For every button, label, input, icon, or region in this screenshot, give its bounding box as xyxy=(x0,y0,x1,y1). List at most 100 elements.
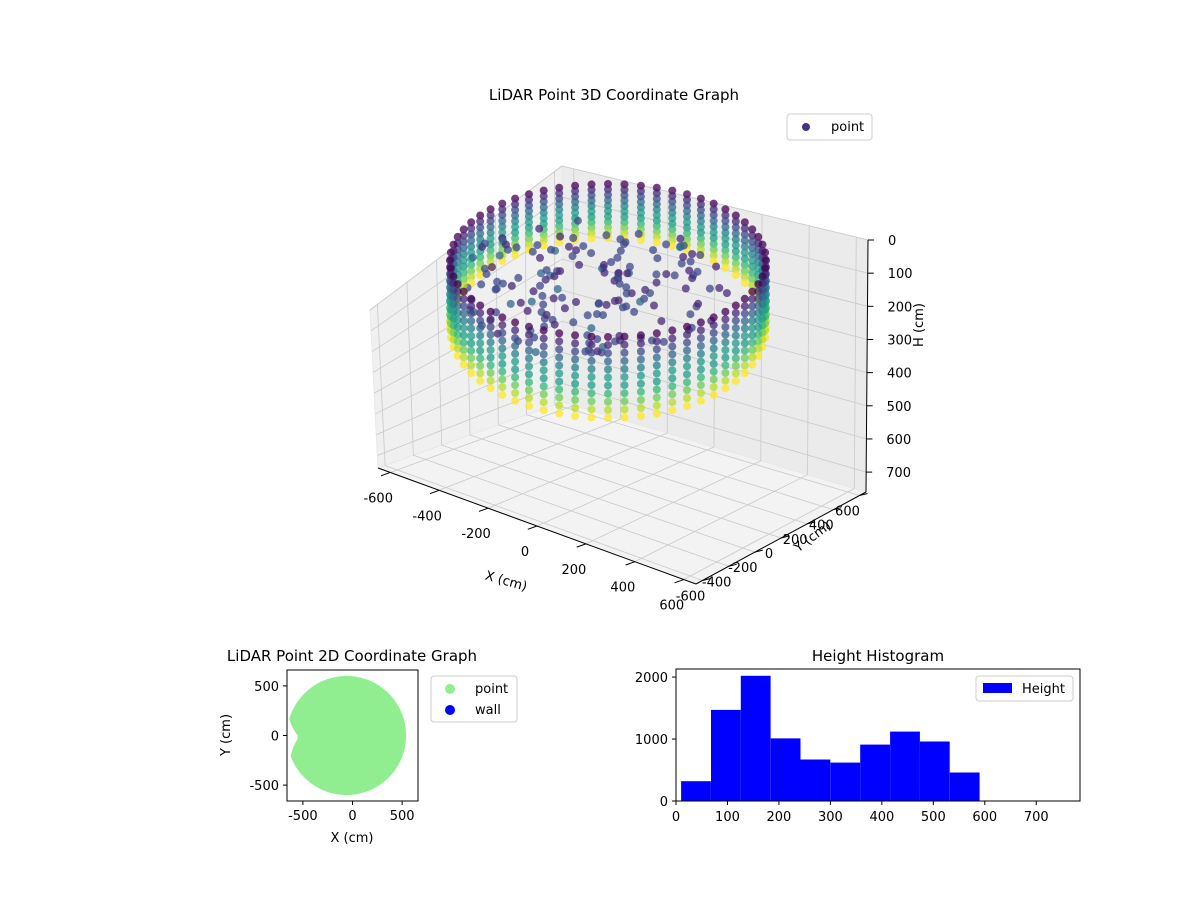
scatter-point-3d xyxy=(709,390,718,399)
scatter-point-3d xyxy=(498,199,507,208)
scatter-point-3d xyxy=(536,253,544,262)
scatter-point-3d xyxy=(748,309,757,318)
scatter-point-3d xyxy=(748,256,757,265)
scatter-point-3d xyxy=(476,331,485,340)
scatter-point-3d xyxy=(539,214,548,223)
scatter-point-3d xyxy=(616,246,625,255)
scatter-point-3d xyxy=(696,194,705,203)
scatter-point-3d xyxy=(652,278,661,287)
scatter-point-3d xyxy=(467,230,476,239)
scatter-point-3d xyxy=(748,287,757,296)
histogram-bar xyxy=(681,781,711,801)
scatter-point-3d xyxy=(498,321,507,330)
scatter-point-3d xyxy=(696,217,705,226)
scatter-point-3d xyxy=(511,396,520,405)
scatter-point-3d xyxy=(572,298,580,306)
histogram-title: Height Histogram xyxy=(812,647,944,665)
scatter-point-3d xyxy=(670,271,679,280)
scatter-point-3d xyxy=(652,345,661,354)
legend-2d-wall-marker xyxy=(445,705,455,715)
scatter-point-3d xyxy=(721,217,730,225)
scatter-point-3d xyxy=(668,334,677,343)
scatter-point-3d xyxy=(535,224,544,233)
tick-label-y-3d: 0 xyxy=(765,547,773,562)
scatter-point-3d xyxy=(525,195,533,204)
scatter-point-3d xyxy=(740,331,749,340)
scatter-point-3d xyxy=(740,272,749,281)
scatter-point-3d xyxy=(721,338,730,347)
scatter-point-3d xyxy=(652,329,661,338)
scatter-point-3d xyxy=(740,266,749,275)
scatter-point-3d xyxy=(740,218,749,227)
scatter-point-3d xyxy=(748,331,757,340)
scatter-point-3d xyxy=(754,287,763,296)
scatter-point-3d xyxy=(467,224,476,233)
scatter-point-3d xyxy=(571,192,580,201)
scatter-point-3d xyxy=(459,309,468,318)
scatter-point-3d xyxy=(491,285,500,294)
scatter-point-3d xyxy=(571,387,580,396)
scatter-point-3d xyxy=(555,377,564,386)
scatter-point-3d xyxy=(549,294,558,303)
scatter-point-3d xyxy=(527,297,536,306)
scatter-point-3d xyxy=(476,354,485,363)
scatter-point-3d xyxy=(525,401,533,410)
scatter-point-3d xyxy=(498,205,507,214)
scatter-point-3d xyxy=(495,251,504,260)
scatter-point-3d xyxy=(696,365,705,374)
scatter-point-3d xyxy=(652,409,661,418)
scatter-point-3d xyxy=(498,336,507,345)
scatter-point-3d xyxy=(467,369,476,377)
scatter-point-3d xyxy=(555,353,564,362)
scatter-point-3d xyxy=(446,264,455,273)
legend-2d-point-label: point xyxy=(475,682,508,697)
scatter-point-3d xyxy=(740,279,749,287)
scatter-point-3d xyxy=(731,309,740,317)
scatter-point-3d xyxy=(696,341,705,350)
scatter-point-3d xyxy=(467,361,476,370)
scatter-point-3d xyxy=(620,381,629,390)
scatter-point-3d xyxy=(555,222,564,230)
scatter-point-3d xyxy=(731,265,740,274)
scatter-point-3d xyxy=(709,383,718,392)
scatter-point-3d xyxy=(721,376,730,385)
scatter-point-3d xyxy=(556,232,565,241)
legend-3d: point xyxy=(786,113,873,141)
scatter-point-3d xyxy=(525,386,533,395)
scatter-point-3d xyxy=(555,401,564,410)
scatter-point-3d xyxy=(613,253,622,262)
scatter-point-3d xyxy=(459,302,468,311)
chart-histogram: Height Histogram 0 100 200 300 400 500 600 7000… xyxy=(635,647,1081,825)
tick-label-x-hist: 300 xyxy=(818,810,843,825)
histogram-bar xyxy=(800,759,831,801)
legend-histogram-frame xyxy=(975,675,1074,702)
scatter-point-3d xyxy=(571,395,580,404)
scatter-point-3d xyxy=(620,356,629,365)
scatter-point-3d xyxy=(539,358,548,367)
scatter-point-3d xyxy=(604,397,612,406)
scatter-point-3d xyxy=(696,389,705,397)
scatter-point-3d xyxy=(476,361,485,370)
scatter-point-3d xyxy=(459,353,468,362)
scatter-point-3d xyxy=(754,316,763,324)
scatter-point-3d xyxy=(459,294,468,303)
scatter-point-3d xyxy=(476,211,485,220)
scatter-point-3d xyxy=(525,223,533,232)
scatter-point-3d xyxy=(486,323,495,331)
scatter-point-3d xyxy=(498,375,507,384)
tick-label-y-hist: 2000 xyxy=(635,671,668,686)
scatter-point-3d xyxy=(604,333,612,341)
scatter-point-3d xyxy=(721,346,730,354)
scatter-point-3d xyxy=(565,242,573,251)
scatter-point-3d xyxy=(571,404,580,412)
legend-histogram-swatch xyxy=(983,683,1012,693)
scatter-point-3d xyxy=(721,228,730,237)
scatter-point-3d xyxy=(683,386,691,395)
scatter-point-3d xyxy=(709,205,718,214)
scatter-point-3d xyxy=(731,241,740,250)
scatter-point-3d xyxy=(748,262,757,271)
scatter-point-3d xyxy=(476,301,485,310)
scatter-point-3d xyxy=(525,330,533,339)
scatter-point-3d xyxy=(668,236,677,245)
scatter-point-3d xyxy=(652,377,661,386)
